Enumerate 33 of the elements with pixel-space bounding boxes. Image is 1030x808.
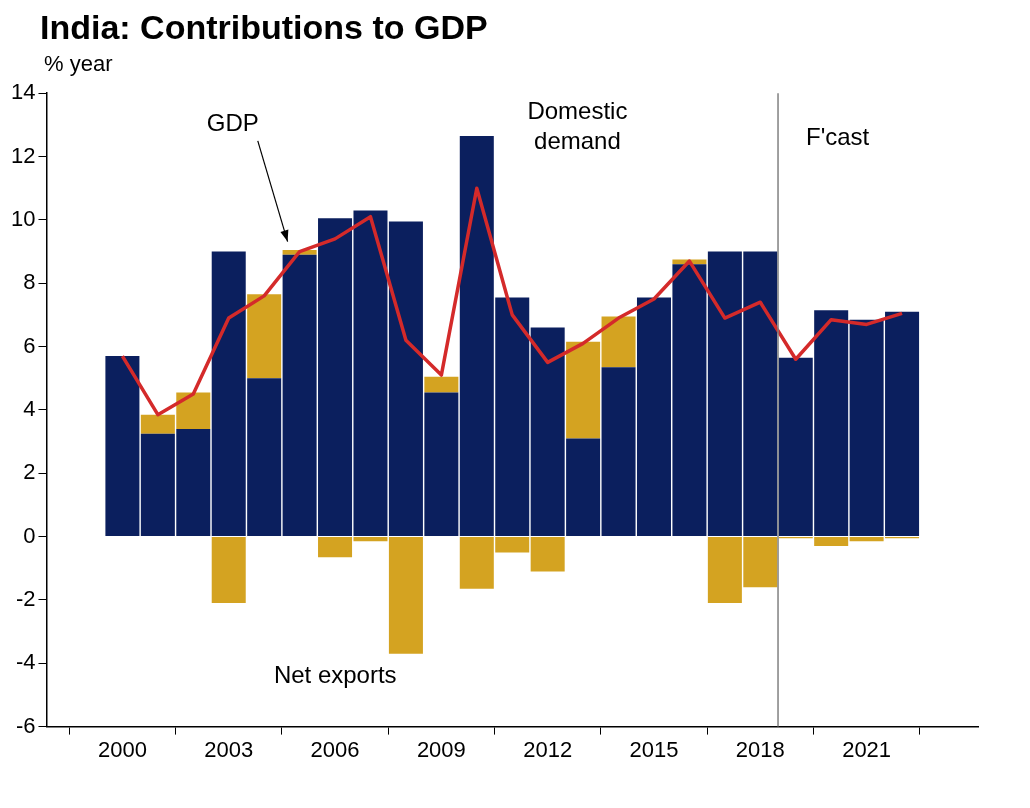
text: GDP <box>206 109 259 137</box>
y-tick-label: 6 <box>23 332 36 358</box>
x-tick-label: 2015 <box>629 736 679 762</box>
bar <box>566 341 601 439</box>
ref-line-label: F'cast <box>806 122 870 150</box>
y-tick-label: 4 <box>23 395 36 421</box>
bar <box>247 294 282 379</box>
series-label: Net exports <box>273 660 397 688</box>
y-tick-label: 8 <box>23 269 36 295</box>
bar <box>601 316 636 368</box>
bar <box>530 537 565 572</box>
y-tick-label: -2 <box>15 585 36 611</box>
chart-title: India: Contributions to GDP <box>39 8 489 47</box>
y-tick-label: 12 <box>10 142 36 168</box>
x-tick-label: 2003 <box>204 736 254 762</box>
x-tick-label: 2018 <box>735 736 785 762</box>
x-tick-label: 2021 <box>842 736 892 762</box>
y-tick-label: 2 <box>23 459 36 485</box>
bar <box>424 376 459 393</box>
x-tick-label: 2000 <box>97 736 147 762</box>
x-tick-label: 2006 <box>310 736 360 762</box>
x-tick-label: 2012 <box>523 736 573 762</box>
y-tick-label: -4 <box>15 649 36 675</box>
y-tick-label: -6 <box>15 712 36 738</box>
series-label: Domestic demand <box>527 96 628 154</box>
y-tick-label: 0 <box>23 522 36 548</box>
bar <box>105 356 140 537</box>
bar <box>388 537 423 654</box>
bar <box>211 537 246 604</box>
y-tick-label: 10 <box>10 205 36 231</box>
y-axis-title: % year <box>43 51 114 77</box>
x-tick-label: 2009 <box>416 736 466 762</box>
y-tick-label: 14 <box>10 79 36 105</box>
